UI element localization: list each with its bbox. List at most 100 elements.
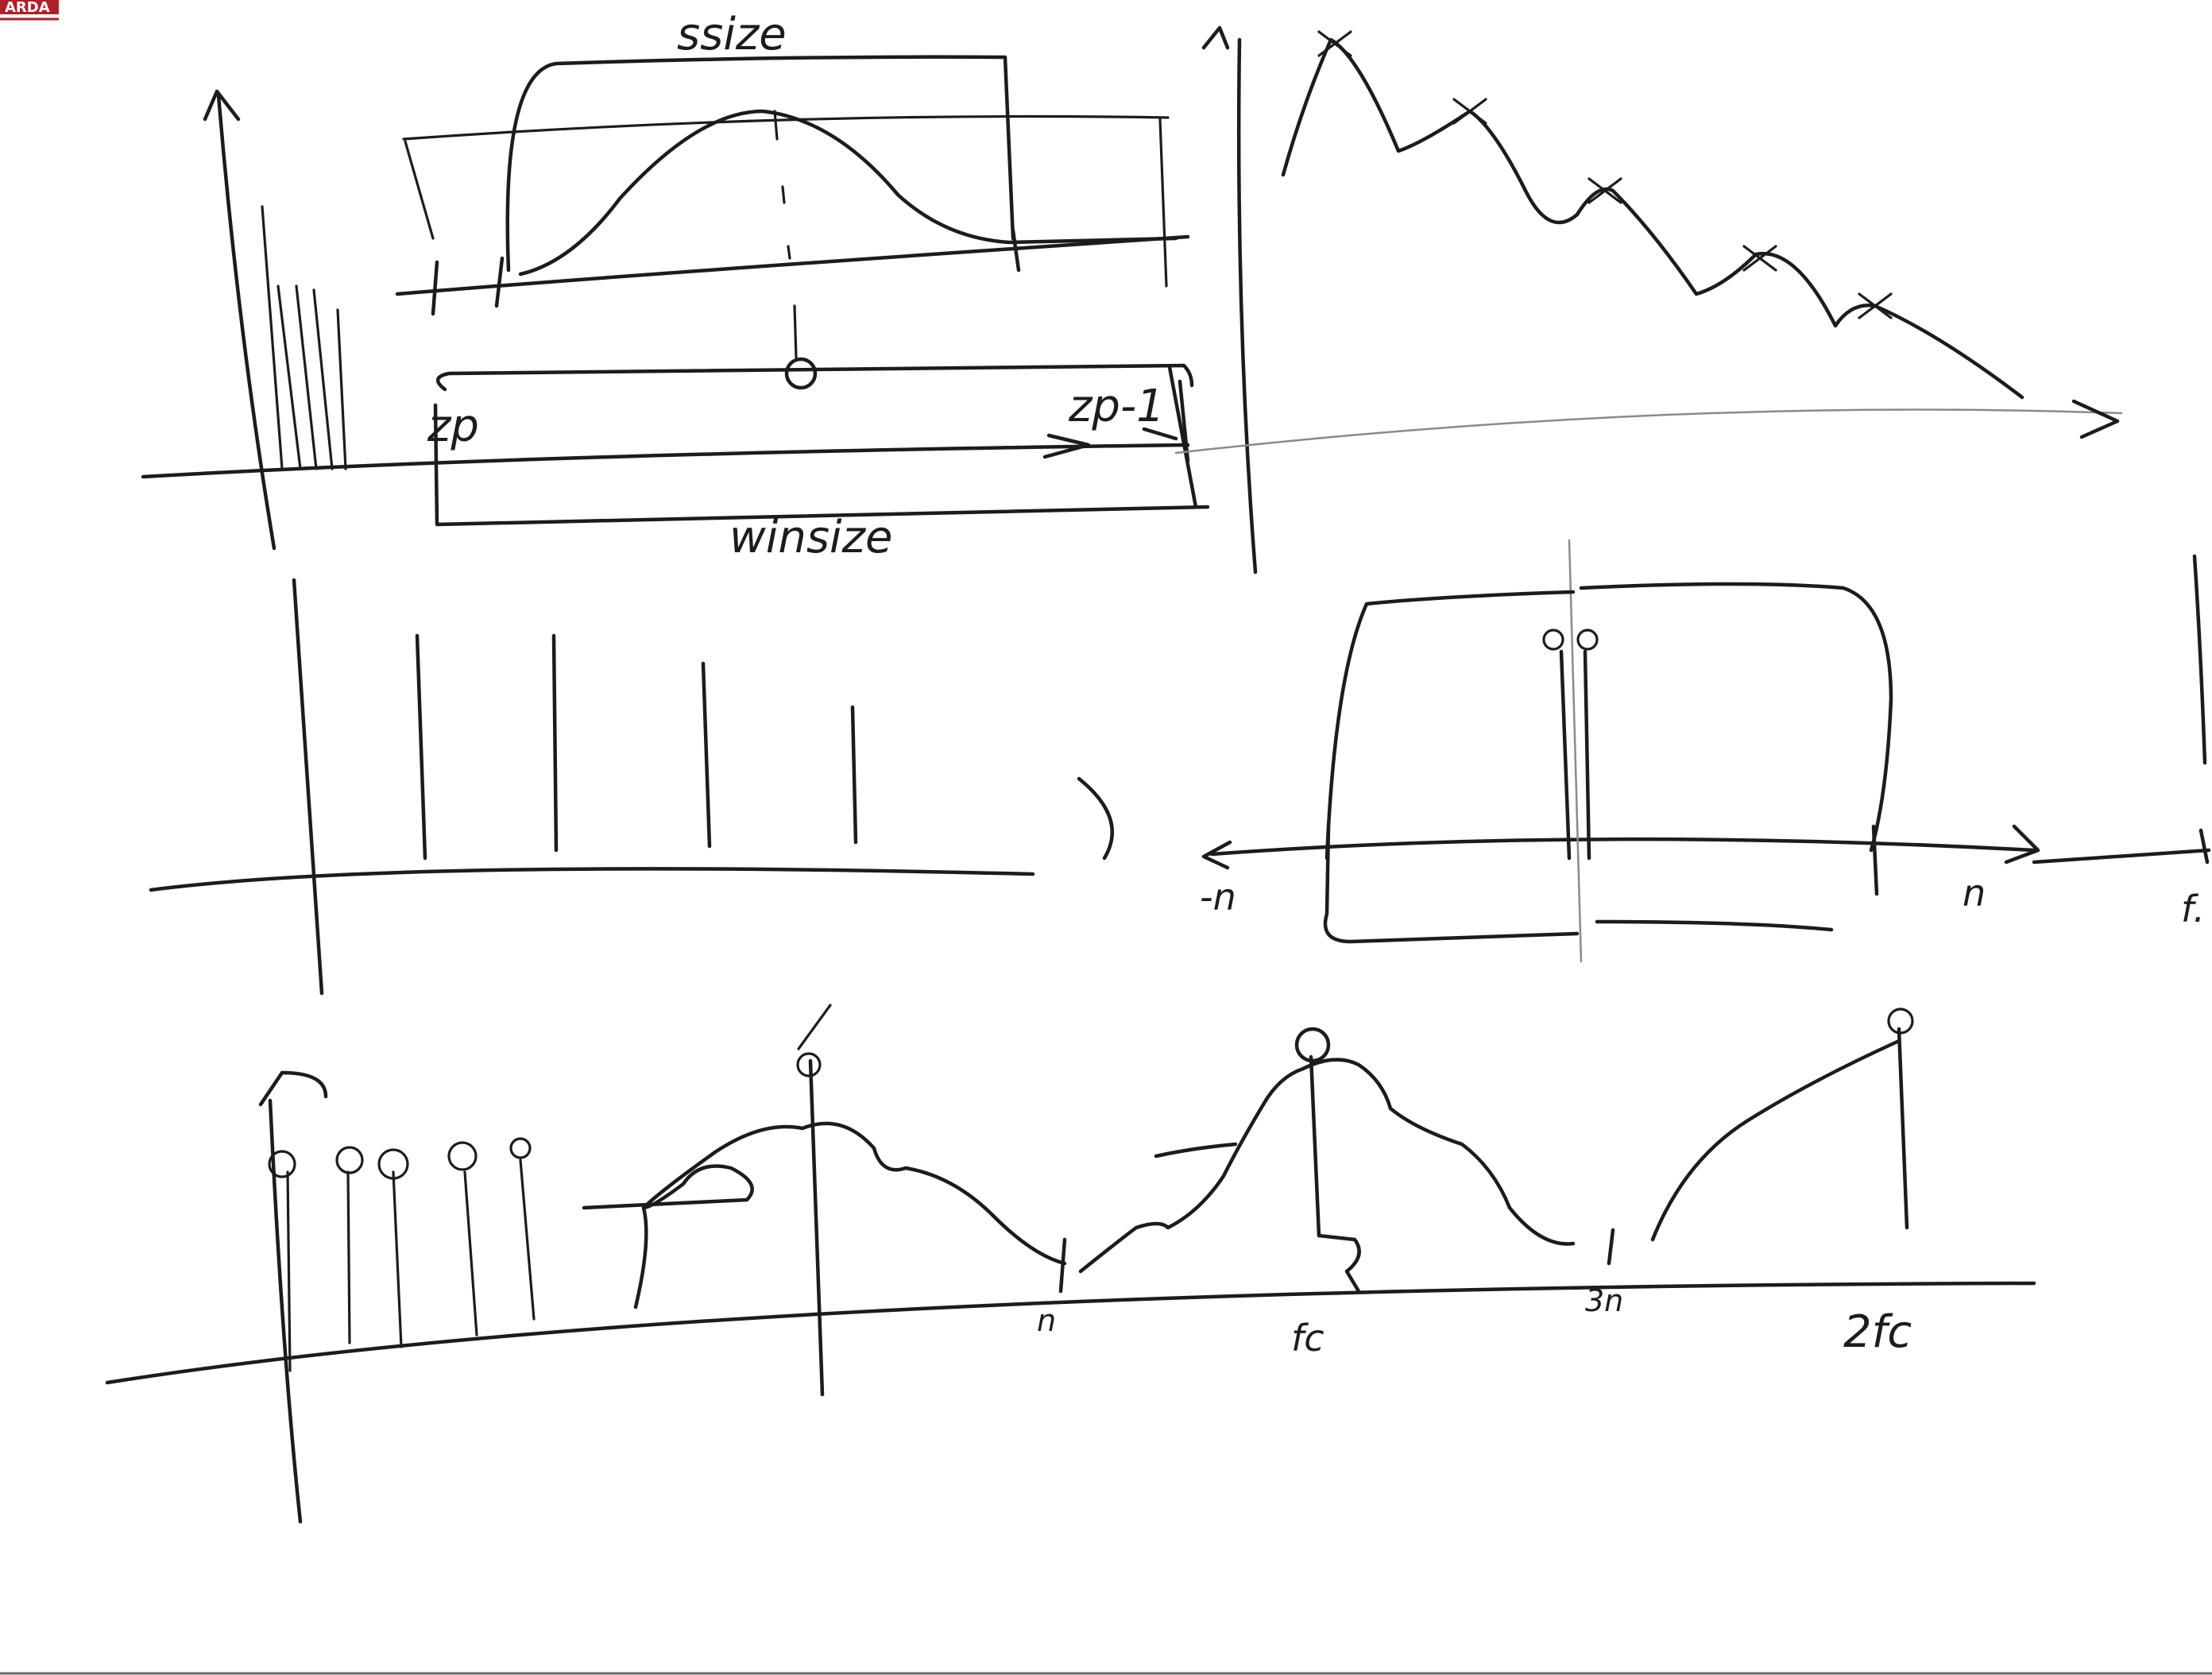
lobe-2 [1078, 1058, 1576, 1274]
bottom-stem-2-head [335, 1146, 364, 1174]
bottom-stem-1 [286, 1170, 292, 1372]
tick-2 [494, 256, 505, 308]
window-frame-right [1158, 118, 1168, 288]
spectrum-x-arrow-left [1201, 840, 1232, 870]
decay-curve [1281, 37, 2024, 400]
zp-right-arrow [1042, 433, 1091, 459]
fc-label: fc [1291, 1317, 1324, 1360]
centre-dash-2 [781, 185, 786, 204]
window-baseline [395, 234, 1190, 296]
bottom-x-axis [105, 1281, 2036, 1385]
three-n-tick [1607, 1228, 1615, 1266]
zp-right-cap [1142, 427, 1178, 441]
window-y-axis-arrowhead [203, 89, 241, 122]
impulse-y-axis [292, 578, 324, 996]
n-tick [1058, 1237, 1067, 1294]
bottom-stem-2 [346, 1170, 351, 1344]
logo-box [0, 0, 59, 14]
lobe-1-left-edge [633, 1205, 648, 1309]
bottom-y-axis [268, 1098, 303, 1524]
sample-x-2 [1452, 98, 1487, 125]
zp-bracket [436, 363, 1194, 392]
bottom-stem-4 [463, 1170, 478, 1337]
rect-right-tick [1871, 824, 1879, 896]
spectrum-stem-a [1559, 649, 1572, 861]
pos-n-label: n [1963, 872, 1986, 915]
centre-dash-1 [773, 110, 779, 141]
fc-arrow [1317, 1233, 1361, 1294]
spectrum-x-axis [1209, 837, 2036, 857]
stem-1 [261, 205, 284, 470]
window-y-axis [216, 93, 276, 551]
stem-4 [312, 288, 334, 470]
spectrum-x-arrow-right [2004, 824, 2040, 865]
lobe-3-stem [1897, 1027, 1909, 1230]
rect-lower-right [1595, 919, 1834, 932]
lobe-1-stem [808, 1058, 825, 1397]
decay-y-axis-arrowhead [1201, 25, 1230, 50]
decay-plot [1174, 25, 2123, 574]
impulse-train [149, 578, 1115, 996]
impulse-1 [415, 633, 427, 861]
tick-1 [431, 260, 439, 316]
centre-dash-4 [793, 304, 798, 359]
zp-right-label: zp-1 [1068, 381, 1165, 432]
winsize-label: winsize [729, 512, 892, 563]
sample-x-3 [1587, 177, 1622, 204]
rect-right-wall [1579, 582, 1893, 853]
spectrum-centre-line [1568, 539, 1583, 963]
window-frame-top [402, 114, 1170, 141]
tick-3 [1011, 228, 1021, 273]
fs-cut-label: f. [2181, 888, 2205, 930]
three-n-label: 3n [1585, 1283, 1623, 1318]
lobe-2-left-stroke [1154, 1142, 1238, 1159]
edge-mark-bottom [2198, 828, 2210, 865]
sample-x-1 [1317, 30, 1352, 57]
logo: ARDA [0, 0, 59, 21]
spectrum-x-axis-ext [2032, 848, 2211, 865]
winsize-bracket [433, 403, 1210, 527]
decay-x-axis-arrowhead [2071, 399, 2120, 439]
rect-lower-left [1323, 824, 1580, 944]
bottom-stem-3-head [377, 1148, 409, 1180]
centre-circle [784, 357, 818, 390]
lobe-2-stem-head [1294, 1027, 1331, 1063]
impulse-4 [850, 705, 858, 845]
bottom-y-axis-arrowhead [258, 1070, 328, 1107]
lobe-1 [582, 1121, 1067, 1266]
centre-dash-3 [787, 245, 791, 260]
bottom-stem-3 [392, 1170, 403, 1348]
n-bottom-label: n [1037, 1303, 1056, 1338]
replicated-spectra: n fc 3n 2fc [105, 1004, 2036, 1524]
bottom-stem-4-head [447, 1141, 478, 1171]
ssize-bracket [505, 55, 1015, 273]
lobe-1-stem-spike [797, 1004, 832, 1050]
lobe-2-stem [1309, 1054, 1321, 1238]
impulse-2 [551, 633, 559, 853]
window-frame-left-top [404, 140, 435, 240]
rect-spectrum: -n n f. [1200, 539, 2211, 963]
lobe-1-stem-head [796, 1052, 822, 1077]
edge-mark-top [2192, 554, 2207, 765]
window-diagram: ssize zp zp-1 winsize [141, 9, 1210, 563]
neg-n-label: -n [1200, 876, 1236, 919]
stem-5 [336, 308, 347, 470]
impulse-x-axis [149, 867, 1035, 892]
spectrum-stem-a-head [1542, 629, 1564, 651]
bottom-stem-1-head [268, 1150, 296, 1178]
window-x-axis [141, 443, 1190, 479]
bottom-stem-5 [519, 1159, 536, 1321]
close-paren [1077, 776, 1115, 861]
window-right-edge [1167, 365, 1198, 509]
two-fc-label: 2fc [1843, 1306, 1912, 1358]
ssize-label: ssize [677, 9, 787, 60]
zp-right-tick [1178, 379, 1190, 463]
spectrum-stem-b [1583, 649, 1591, 861]
window-bump [518, 109, 1178, 277]
decay-y-axis [1236, 37, 1258, 574]
sample-x-5 [1858, 292, 1893, 319]
stem-2 [276, 284, 302, 470]
rect-left-wall [1324, 590, 1576, 861]
